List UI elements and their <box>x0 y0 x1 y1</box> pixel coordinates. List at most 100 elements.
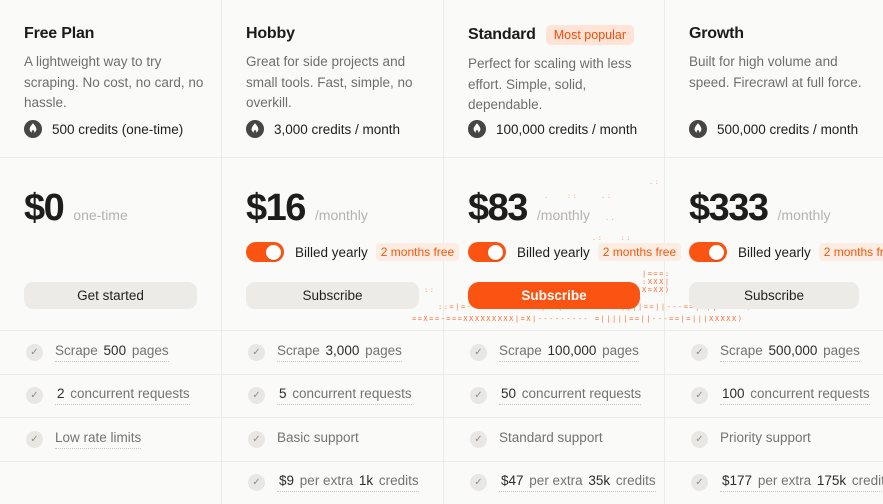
feature-term: concurrent requests <box>750 386 870 402</box>
feature-term: Basic support <box>277 430 359 446</box>
price-period: /monthly <box>536 207 590 223</box>
check-icon: ✓ <box>26 343 43 361</box>
plan-price: $0 <box>24 187 65 229</box>
billing-promo-badge: 2 months free <box>597 243 682 261</box>
plan-column-standard: Standard Most popular Perfect for scalin… <box>412 0 751 504</box>
billing-toggle[interactable] <box>689 242 727 262</box>
plan-credits: 500 credits (one-time) <box>52 121 184 137</box>
billing-toggle[interactable] <box>468 242 506 262</box>
check-icon: ✓ <box>26 387 43 405</box>
features: ✓ Scrape 500,000 pages ✓ 100 concurrent req… <box>665 331 883 504</box>
feature-value: 5 <box>279 386 287 402</box>
feature-term: concurrent requests <box>70 386 190 402</box>
plan-title-row: Hobby <box>246 25 427 43</box>
billing-toggle-row: Billed yearly 2 months free <box>689 242 883 262</box>
plan-credits: 3,000 credits / month <box>274 121 401 137</box>
feature-row: ✓ 100 concurrent requests <box>665 375 883 418</box>
feature-term: pages <box>823 342 860 358</box>
feature-text: Standard support <box>499 430 603 448</box>
feature-row: ✓ 5 concurrent requests <box>222 375 443 418</box>
feature-term: credits <box>851 473 883 489</box>
check-icon: ✓ <box>691 343 708 361</box>
feature-row: ✓ Scrape 500,000 pages <box>665 331 883 375</box>
plan-credits-row: 500,000 credits / month <box>689 120 867 138</box>
feature-row: ✓ 50 concurrent requests <box>444 375 664 418</box>
billing-toggle-label: Billed yearly <box>517 244 590 260</box>
billing-toggle[interactable] <box>246 242 284 262</box>
plan-credits-row: 100,000 credits / month <box>468 120 648 138</box>
price-cell: $83 /monthly Billed yearly 2 months free… <box>412 158 751 331</box>
feature-value: 2 <box>57 386 65 402</box>
feature-row <box>0 462 221 504</box>
billing-promo-badge: 2 months free <box>818 243 883 261</box>
features: ✓ Scrape 500 pages ✓ 2 concurrent requests ✓… <box>0 331 221 504</box>
plan-title-row: Standard Most popular <box>468 25 648 45</box>
feature-row: ✓ Standard support <box>444 418 664 462</box>
check-icon: ✓ <box>248 387 265 405</box>
price-line: $333 /monthly <box>689 187 830 230</box>
price-line: $0 one-time <box>24 187 128 230</box>
feature-term: Priority support <box>720 430 811 446</box>
feature-text: 2 concurrent requests <box>55 386 190 406</box>
plan-title-row: Free Plan <box>24 25 205 43</box>
check-icon: ✓ <box>691 474 708 492</box>
feature-text: $9 per extra 1k credits <box>277 473 419 493</box>
plan-price: $83 <box>468 187 528 229</box>
feature-text: $47 per extra 35k credits <box>499 473 656 493</box>
check-icon: ✓ <box>470 430 487 448</box>
feature-value: 100,000 <box>547 342 597 358</box>
plan-title-row: Growth <box>689 25 867 43</box>
plan-price: $16 <box>246 187 306 229</box>
feature-value: $47 <box>501 473 524 489</box>
feature-term: Scrape <box>720 342 763 358</box>
check-icon: ✓ <box>248 430 265 448</box>
billing-toggle-label: Billed yearly <box>738 244 811 260</box>
feature-value: 3,000 <box>325 342 360 358</box>
feature-text: 50 concurrent requests <box>499 386 642 406</box>
flame-icon <box>689 120 707 138</box>
feature-value: $177 <box>722 473 753 489</box>
features: ✓ Scrape 3,000 pages ✓ 5 concurrent request… <box>222 331 443 504</box>
cta-button[interactable]: Get started <box>24 282 197 309</box>
check-icon: ✓ <box>691 430 708 448</box>
price-cell: $0 one-time Get started <box>0 158 221 331</box>
plan-column-growth: Growth Built for high volume and speed. … <box>665 0 883 504</box>
feature-value: 175k <box>816 473 847 489</box>
price-line: $83 /monthly <box>468 187 590 230</box>
plan-column-free: Free Plan A lightweight way to try scrap… <box>0 0 222 504</box>
feature-term: Low rate limits <box>55 429 142 445</box>
feature-term: Standard support <box>499 430 603 446</box>
billing-toggle-row: Billed yearly 2 months free <box>468 242 682 262</box>
price-line: $16 /monthly <box>246 187 368 230</box>
billing-promo-badge: 2 months free <box>375 243 460 261</box>
feature-value: 500,000 <box>768 342 818 358</box>
feature-row: ✓ 2 concurrent requests <box>0 375 221 418</box>
feature-term: concurrent requests <box>521 386 642 402</box>
plan-credits-row: 3,000 credits / month <box>246 120 427 138</box>
feature-term: credits <box>378 473 419 489</box>
plan-description: A lightweight way to try scraping. No co… <box>24 54 204 110</box>
cta-button[interactable]: Subscribe <box>689 282 859 309</box>
plan-description: Built for high volume and speed. Firecra… <box>689 54 862 90</box>
plan-name: Hobby <box>246 25 295 42</box>
features: ✓ Scrape 100,000 pages ✓ 50 concurrent requ… <box>444 331 664 504</box>
plan-name: Free Plan <box>24 25 95 42</box>
cta-button[interactable]: Subscribe <box>246 282 419 309</box>
plan-column-hobby: Hobby Great for side projects and small … <box>222 0 460 504</box>
check-icon: ✓ <box>470 387 487 405</box>
check-icon: ✓ <box>248 343 265 361</box>
feature-text: Priority support <box>720 430 811 448</box>
cta-button[interactable]: Subscribe <box>468 282 640 309</box>
plan-price: $333 <box>689 187 769 229</box>
feature-text: 5 concurrent requests <box>277 386 412 406</box>
check-icon: ✓ <box>248 474 265 492</box>
billing-toggle-row: Billed yearly 2 months free <box>246 242 460 262</box>
price-period: /monthly <box>314 207 368 223</box>
flame-icon <box>468 120 486 138</box>
feature-value: 35k <box>588 473 611 489</box>
plan-header: Growth Built for high volume and speed. … <box>665 0 883 158</box>
feature-text: Scrape 100,000 pages <box>499 343 639 362</box>
plan-name: Growth <box>689 25 744 42</box>
feature-term: credits <box>615 473 656 489</box>
feature-row: ✓ Scrape 3,000 pages <box>222 331 443 375</box>
